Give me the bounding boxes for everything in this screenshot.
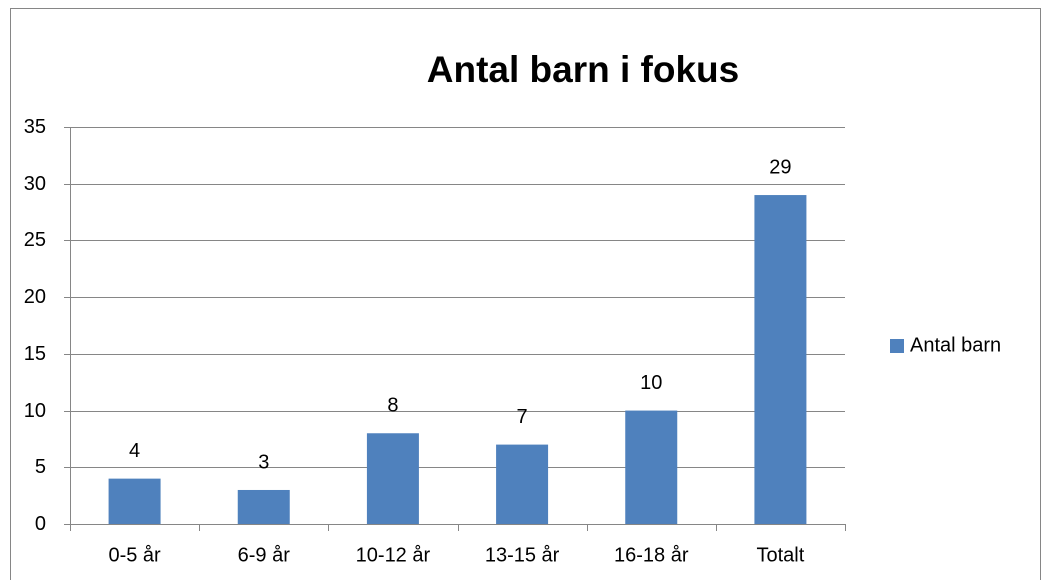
legend-label: Antal barn bbox=[910, 334, 1001, 356]
y-tick-label: 35 bbox=[24, 116, 46, 138]
data-label: 4 bbox=[129, 440, 140, 462]
data-label: 8 bbox=[387, 395, 398, 417]
x-tick-label: Totalt bbox=[757, 544, 805, 566]
chart-title: Antal barn i fokus bbox=[427, 49, 739, 90]
x-tick-label: 6-9 år bbox=[238, 544, 291, 566]
bar bbox=[366, 433, 419, 524]
y-tick-label: 10 bbox=[24, 400, 46, 422]
data-label: 10 bbox=[640, 372, 662, 394]
x-tick-label: 0-5 år bbox=[108, 544, 161, 566]
bar bbox=[237, 489, 290, 524]
y-tick-label: 5 bbox=[35, 456, 46, 478]
data-label: 29 bbox=[769, 156, 791, 178]
y-tick-label: 30 bbox=[24, 173, 46, 195]
x-tick-label: 16-18 år bbox=[614, 544, 689, 566]
y-tick-label: 15 bbox=[24, 343, 46, 365]
bar bbox=[108, 478, 161, 524]
y-tick-label: 20 bbox=[24, 286, 46, 308]
data-label: 7 bbox=[517, 406, 528, 428]
x-tick-label: 13-15 år bbox=[485, 544, 560, 566]
y-tick-label: 25 bbox=[24, 229, 46, 251]
bar bbox=[496, 444, 549, 524]
legend-swatch bbox=[890, 339, 904, 353]
bar bbox=[625, 410, 678, 524]
data-label: 3 bbox=[258, 451, 269, 473]
bar bbox=[754, 195, 807, 525]
x-tick-label: 10-12 år bbox=[356, 544, 431, 566]
y-tick-label: 0 bbox=[35, 513, 46, 535]
